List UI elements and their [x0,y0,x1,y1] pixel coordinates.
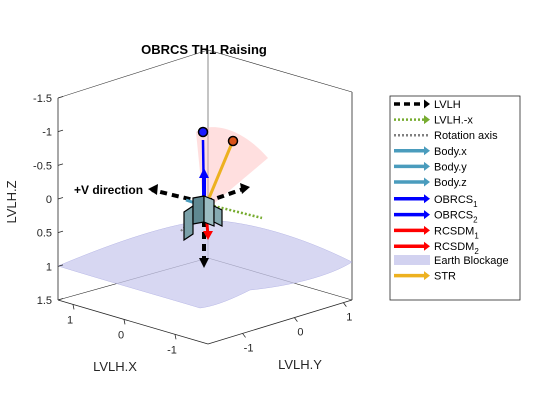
x-tick-label: 0 [118,329,124,341]
legend-item-by: Body.y [394,161,467,173]
lvlh-arrowhead-y [240,183,250,194]
x-tick-label: 1 [67,314,73,326]
legend-item-ob2: OBRCS2 [394,210,478,225]
z-axis-label: LVLH.Z [4,180,19,223]
y-tick-mark [242,333,246,338]
x-tick-mark [123,319,126,325]
z-axis-ticks: -1.5 -1 -0.5 0 0.5 1 1.5 [33,93,64,307]
z-tick-label: -1.5 [33,93,52,105]
z-tick-mark [57,298,64,301]
legend-item-rc2: RCSDM2 [394,241,479,256]
y-tick-mark [343,302,347,307]
legend-box [389,95,521,301]
x-tick-mark [174,334,177,340]
z-tick-label: -0.5 [33,160,52,172]
z-tick-label: 0 [46,194,52,206]
z-tick-mark [57,197,64,200]
legend-label: Body.y [434,161,467,173]
x-tick-label: -1 [167,344,177,356]
legend-arrowhead [424,146,430,156]
legend-arrowhead [424,194,430,204]
y-tick-mark [294,317,298,322]
legend-arrowhead [424,210,430,220]
legend-item-str: STR [394,271,456,283]
y-tick-label: 0 [297,327,303,339]
legend-label: OBRCS1 [434,194,478,209]
legend-arrowhead [424,99,430,109]
y-tick-label: 1 [346,312,352,324]
y-axis-ticks: -1 0 1 [242,302,352,354]
lvlh-arrowhead-x [148,184,158,195]
z-tick-mark [57,163,64,166]
z-tick-mark [57,96,64,99]
legend-item-rot: Rotation axis [394,130,498,142]
x-axis-label: LVLH.X [93,359,137,374]
z-tick-label: 1.5 [37,295,52,307]
x-tick-mark [72,304,75,310]
legend-label: Body.z [434,177,467,189]
legend-arrowhead [424,241,430,251]
legend-arrowhead [424,177,430,187]
legend-label: Rotation axis [434,130,498,142]
legend-item-lvlhx: LVLH.-x [394,115,473,127]
lvlh-axes [151,186,247,262]
y-axis-label: LVLH.Y [278,357,322,372]
legend-arrowhead [424,225,430,235]
legend-item-bx: Body.x [394,146,467,158]
rcsdm-arrowhead [203,231,213,240]
str-marker [227,135,239,147]
legend-label: Body.x [434,146,467,158]
legend-item-earth: Earth Blockage [394,255,509,267]
legend-item-rc1: RCSDM1 [394,225,479,240]
lvlh-axis-x [151,188,203,204]
obrcs-marker [197,126,209,138]
legend-item-lvlh: LVLH [394,99,461,111]
x-axis-ticks: 1 0 -1 [67,304,177,356]
z-tick-mark [57,230,64,234]
legend-arrowhead [424,271,430,281]
spacecraft-model [183,195,223,242]
z-tick-label: 0.5 [37,228,52,240]
lvlh-arrowhead-z [199,258,209,268]
legend-arrowhead [424,161,430,171]
legend-arrowhead [424,115,430,125]
z-tick-mark [57,129,64,133]
legend-item-bz: Body.z [394,177,467,189]
legend-item-ob1: OBRCS1 [394,194,478,209]
z-tick-label: -1 [42,127,52,139]
obrcs-thruster-arrowhead [199,168,209,178]
legend-label: LVLH [434,99,461,111]
legend-swatch [394,255,430,265]
z-tick-mark [57,264,64,267]
velocity-direction-annotation: +V direction [74,183,143,197]
legend-label: RCSDM1 [434,225,479,240]
z-tick-label: 1 [46,261,52,273]
legend-label: STR [434,271,456,283]
y-tick-label: -1 [244,342,254,354]
chart-title: OBRCS TH1 Raising [141,42,267,57]
legend-label: Earth Blockage [434,255,509,267]
legend: LVLH LVLH.-x Rotation axis Body.x Body.y Body… [389,95,521,301]
legend-label: LVLH.-x [434,115,473,127]
legend-label: RCSDM2 [434,241,479,256]
legend-label: OBRCS2 [434,210,478,225]
str-field-of-view-cone [196,127,268,212]
